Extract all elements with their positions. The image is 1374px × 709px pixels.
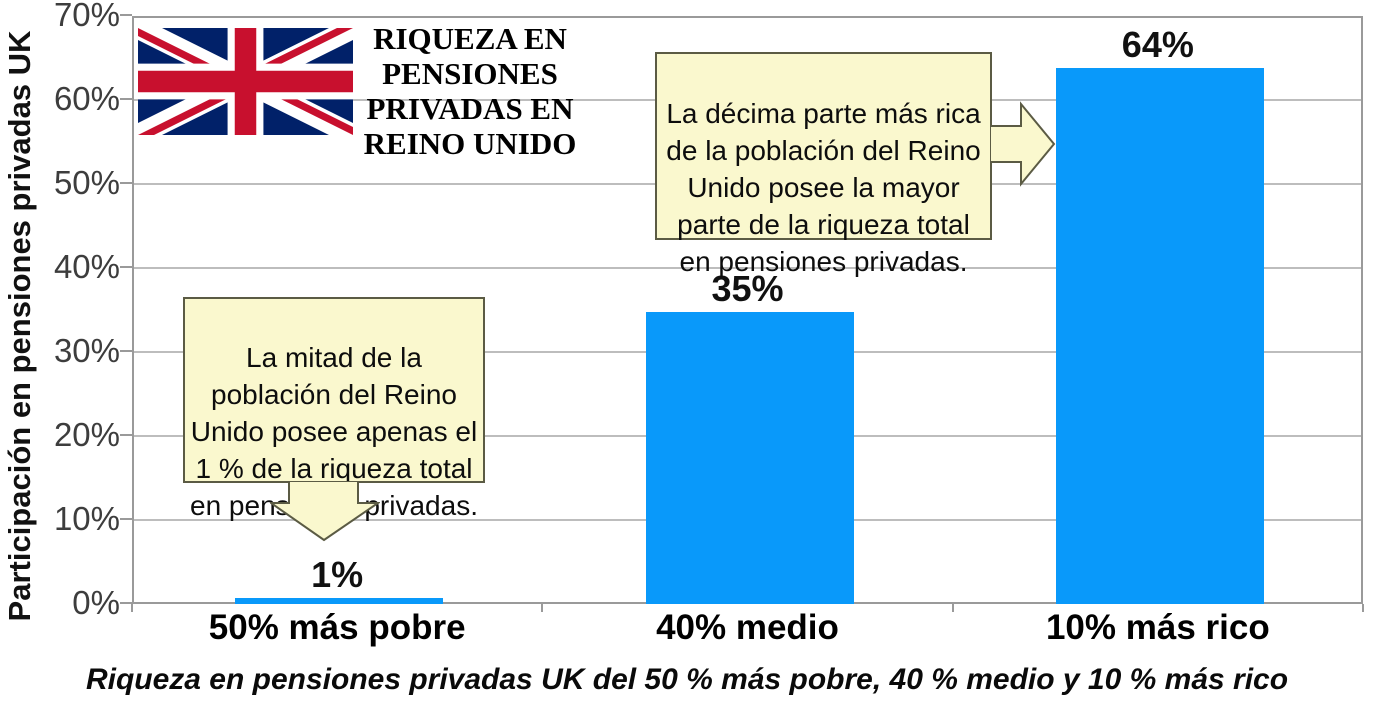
bar-value-label: 35% (711, 268, 784, 309)
chart-caption: Riqueza en pensiones privadas UK del 50 … (85, 663, 1289, 696)
y-tick-label: 10% (53, 500, 120, 537)
bar-value-label: 1% (311, 553, 364, 595)
category-label: 40% medio (656, 608, 839, 647)
y-tick-label: 60% (53, 80, 120, 117)
right-callout-box: La décima parte más rica de la población… (655, 52, 992, 277)
y-tick-label: 70% (53, 0, 120, 33)
y-tick-mark (120, 434, 132, 436)
chart-title: RIQUEZA EN PENSIONES PRIVADAS EN REINO U… (363, 21, 577, 161)
y-tick-label: 0% (72, 584, 120, 621)
right-callout-text: La décima parte más rica de la población… (666, 98, 981, 277)
x-tick-mark (951, 604, 954, 612)
y-tick-mark (120, 182, 132, 184)
y-tick-mark (120, 602, 132, 604)
y-tick-mark (120, 98, 132, 100)
y-tick-mark (120, 266, 132, 268)
y-tick-label: 40% (53, 248, 120, 285)
y-tick-mark (120, 518, 132, 520)
y-tick-mark (120, 14, 132, 16)
down-arrow-icon (270, 481, 380, 542)
x-tick-mark (1362, 604, 1364, 612)
left-callout-box: La mitad de la población del Reino Unido… (183, 297, 485, 521)
bar-3 (1055, 68, 1264, 604)
bar-1 (235, 597, 444, 604)
y-tick-label: 50% (53, 164, 120, 201)
category-label: 10% más rico (1045, 608, 1270, 647)
bar-value-label: 64% (1121, 24, 1194, 66)
x-tick-mark (541, 604, 544, 612)
bar-2 (645, 312, 854, 604)
y-tick-label: 20% (53, 416, 120, 453)
y-tick-label: 30% (53, 332, 120, 369)
y-tick-mark (120, 350, 132, 352)
x-tick-mark (131, 604, 133, 612)
uk-flag-icon (138, 28, 353, 135)
right-arrow-icon (990, 101, 1056, 187)
gridline (134, 267, 1361, 269)
category-label: 50% más pobre (208, 608, 466, 647)
